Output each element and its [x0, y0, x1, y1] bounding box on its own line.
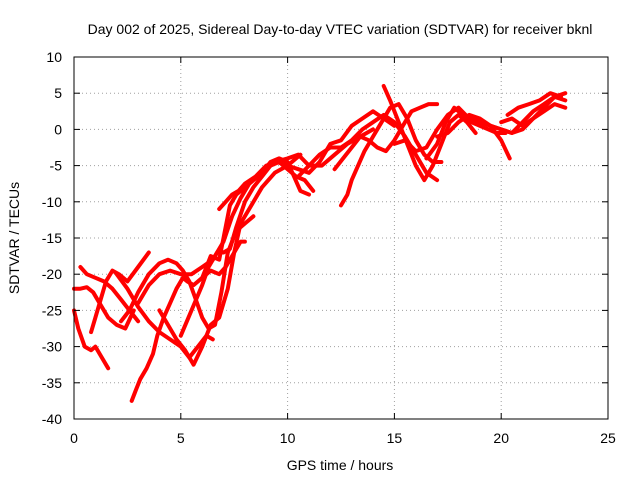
y-tick-label: -35: [42, 375, 62, 391]
series-line-arc-1: [72, 308, 111, 371]
series-line-arc-21: [505, 91, 563, 117]
data-traces: [72, 84, 568, 403]
series-line-arc-7: [114, 272, 215, 360]
series-line-arc-4: [89, 250, 151, 335]
y-tick-label: -15: [42, 230, 62, 246]
grid: [74, 57, 608, 419]
y-tick-label: 5: [54, 85, 62, 101]
y-tick-label: -20: [42, 266, 62, 282]
series-line-arc-15: [332, 102, 440, 172]
x-tick-label: 5: [177, 430, 185, 446]
series-line-arc-12: [217, 109, 397, 211]
y-tick-label: 10: [46, 49, 62, 65]
y-tick-label: -40: [42, 411, 62, 427]
series-line-arc-3: [78, 265, 141, 324]
x-tick-label: 20: [493, 430, 509, 446]
y-axis-label: SDTVAR / TECUs: [6, 182, 22, 294]
x-axis: 0 5 10 15 20 25: [70, 57, 616, 446]
series-line-arc-14: [339, 102, 444, 208]
series-line-arc-16: [381, 84, 478, 183]
x-tick-label: 25: [600, 430, 616, 446]
chart-title: Day 002 of 2025, Sidereal Day-to-day VTE…: [88, 21, 593, 37]
series-line-arc-8: [136, 127, 375, 306]
x-tick-label: 15: [387, 430, 403, 446]
y-tick-label: -10: [42, 194, 62, 210]
y-tick-label: -5: [50, 158, 63, 174]
x-tick-label: 0: [70, 430, 78, 446]
y-axis: -40 -35 -30 -25 -20 -15 -10 -5 0 5 10: [42, 49, 608, 427]
y-tick-label: -30: [42, 339, 62, 355]
series-line-arc-9: [157, 152, 303, 367]
series-line-arc-22: [488, 102, 568, 135]
y-tick-label: -25: [42, 302, 62, 318]
x-tick-label: 10: [280, 430, 296, 446]
x-axis-label: GPS time / hours: [287, 457, 394, 473]
y-tick-label: 0: [54, 121, 62, 137]
